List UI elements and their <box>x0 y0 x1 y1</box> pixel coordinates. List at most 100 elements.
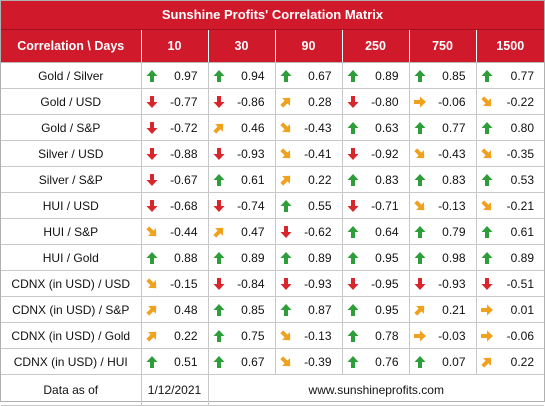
arrow-up-icon <box>276 251 293 265</box>
arrow-up-icon <box>142 355 159 369</box>
arrow-down-right-icon <box>477 147 494 161</box>
correlation-value: -0.95 <box>371 276 399 291</box>
correlation-cell: 0.83 <box>342 166 410 193</box>
correlation-cell: 0.80 <box>476 114 544 141</box>
arrow-down-icon <box>142 147 159 161</box>
row-label: Gold / S&P <box>1 114 142 141</box>
correlation-cell: 0.88 <box>141 244 209 271</box>
correlation-value: 0.07 <box>442 354 466 369</box>
correlation-value: 0.85 <box>442 68 466 83</box>
arrow-right-icon <box>410 95 427 109</box>
correlation-value: 0.85 <box>241 302 265 317</box>
footer-date: 1/12/2021 <box>141 374 209 406</box>
arrow-up-icon <box>209 303 226 317</box>
correlation-cell: -0.43 <box>409 140 477 167</box>
correlation-value: 0.46 <box>241 120 265 135</box>
row-label: Silver / USD <box>1 140 142 167</box>
correlation-cell: 0.01 <box>476 296 544 323</box>
correlation-cell: 0.89 <box>208 244 276 271</box>
correlation-value: -0.13 <box>438 198 466 213</box>
correlation-cell: -0.51 <box>476 270 544 297</box>
correlation-value: -0.03 <box>438 328 466 343</box>
table-row: HUI / Gold 0.88 0.89 0.89 0.95 0.98 0.89 <box>1 244 544 271</box>
correlation-cell: 0.94 <box>208 62 276 89</box>
correlation-cell: -0.21 <box>476 192 544 219</box>
arrow-down-right-icon <box>276 329 293 343</box>
correlation-value: -0.72 <box>170 120 198 135</box>
arrow-down-icon <box>142 121 159 135</box>
correlation-value: -0.86 <box>237 94 265 109</box>
footer-row: Data as of 1/12/2021 www.sunshineprofits… <box>1 374 544 406</box>
correlation-cell: 0.89 <box>476 244 544 271</box>
arrow-up-icon <box>410 69 427 83</box>
arrow-right-icon <box>477 329 494 343</box>
correlation-cell: 0.77 <box>476 62 544 89</box>
correlation-cell: -0.95 <box>342 270 410 297</box>
arrow-down-icon <box>343 277 360 291</box>
arrow-down-right-icon <box>276 147 293 161</box>
correlation-cell: 0.85 <box>208 296 276 323</box>
correlation-cell: -0.77 <box>141 88 209 115</box>
matrix-title: Sunshine Profits' Correlation Matrix <box>1 1 544 30</box>
correlation-value: -0.35 <box>506 146 534 161</box>
header-cell-750: 750 <box>409 30 477 63</box>
correlation-cell: -0.93 <box>275 270 343 297</box>
correlation-cell: -0.80 <box>342 88 410 115</box>
correlation-cell: -0.15 <box>141 270 209 297</box>
correlation-cell: -0.13 <box>275 322 343 349</box>
correlation-cell: -0.03 <box>409 322 477 349</box>
correlation-cell: 0.79 <box>409 218 477 245</box>
correlation-cell: -0.62 <box>275 218 343 245</box>
correlation-cell: -0.67 <box>141 166 209 193</box>
correlation-value: 0.95 <box>375 250 399 265</box>
arrow-up-icon <box>410 121 427 135</box>
correlation-value: -0.41 <box>304 146 332 161</box>
arrow-up-right-icon <box>276 95 293 109</box>
correlation-value: -0.93 <box>304 276 332 291</box>
arrow-up-right-icon <box>410 303 427 317</box>
footer-label: Data as of <box>1 374 142 406</box>
arrow-down-icon <box>209 95 226 109</box>
correlation-cell: -0.88 <box>141 140 209 167</box>
arrow-up-icon <box>343 329 360 343</box>
correlation-value: -0.92 <box>371 146 399 161</box>
correlation-value: 0.94 <box>241 68 265 83</box>
arrow-up-right-icon <box>209 225 226 239</box>
correlation-value: 0.89 <box>308 250 332 265</box>
correlation-cell: 0.78 <box>342 322 410 349</box>
arrow-up-icon <box>343 303 360 317</box>
correlation-value: 0.97 <box>174 68 198 83</box>
correlation-cell: 0.51 <box>141 348 209 375</box>
correlation-value: 0.22 <box>174 328 198 343</box>
header-cell-30: 30 <box>208 30 276 63</box>
table-body: Gold / Silver 0.97 0.94 0.67 0.89 0.85 0.77 Gol… <box>1 62 544 375</box>
arrow-down-icon <box>276 225 293 239</box>
correlation-value: 0.89 <box>375 68 399 83</box>
arrow-down-right-icon <box>276 121 293 135</box>
correlation-cell: 0.63 <box>342 114 410 141</box>
correlation-value: 0.79 <box>442 224 466 239</box>
correlation-cell: 0.21 <box>409 296 477 323</box>
correlation-cell: 0.07 <box>409 348 477 375</box>
correlation-value: 0.01 <box>510 302 534 317</box>
correlation-value: 0.98 <box>442 250 466 265</box>
arrow-up-icon <box>142 69 159 83</box>
arrow-up-icon <box>410 225 427 239</box>
correlation-cell: 0.98 <box>409 244 477 271</box>
arrow-up-icon <box>477 251 494 265</box>
correlation-cell: -0.41 <box>275 140 343 167</box>
header-cell-10: 10 <box>141 30 209 63</box>
correlation-cell: 0.22 <box>476 348 544 375</box>
correlation-value: 0.28 <box>308 94 332 109</box>
correlation-value: 0.67 <box>241 354 265 369</box>
arrow-down-icon <box>209 199 226 213</box>
arrow-down-icon <box>142 199 159 213</box>
correlation-cell: -0.13 <box>409 192 477 219</box>
correlation-cell: -0.06 <box>476 322 544 349</box>
correlation-value: -0.93 <box>237 146 265 161</box>
table-row: Silver / S&P -0.67 0.61 0.22 0.83 0.83 0.53 <box>1 166 544 193</box>
arrow-up-icon <box>477 121 494 135</box>
row-label: HUI / S&P <box>1 218 142 245</box>
arrow-up-icon <box>477 173 494 187</box>
